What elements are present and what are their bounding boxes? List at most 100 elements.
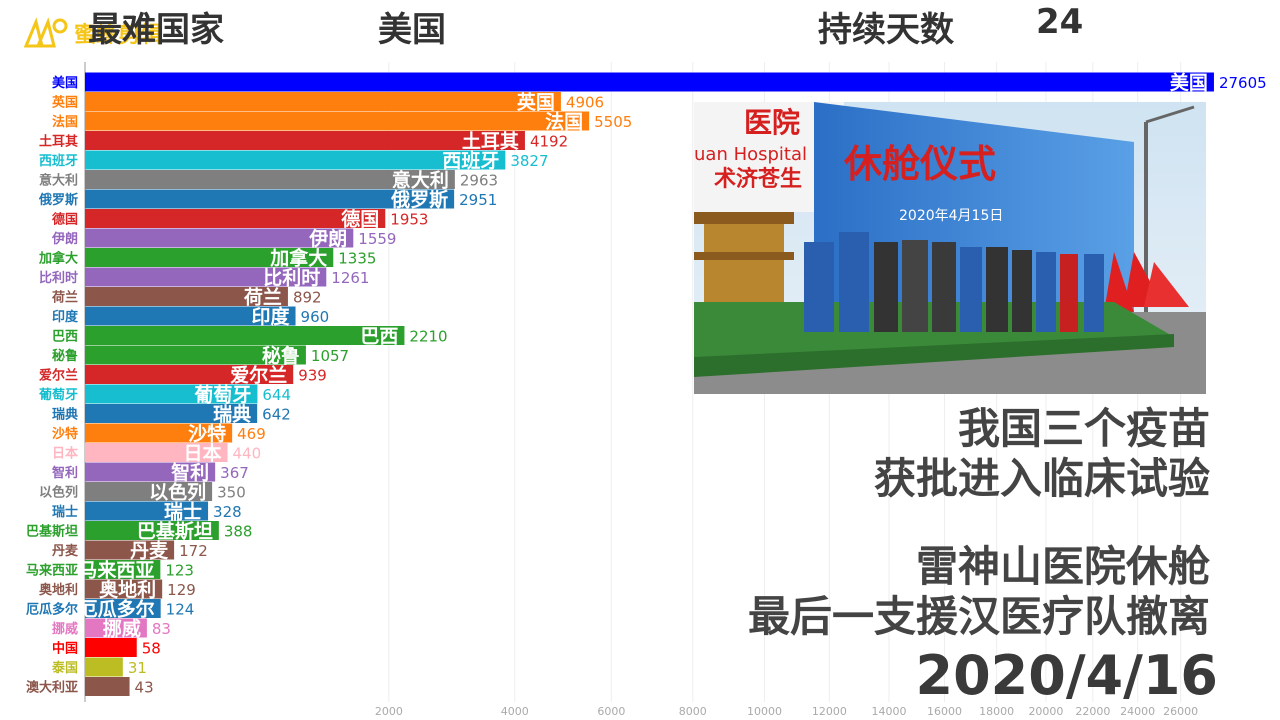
bar <box>85 326 405 345</box>
category-label: 瑞士 <box>52 504 78 520</box>
category-label: 丹麦 <box>52 543 79 559</box>
bar-inline-label: 日本 <box>184 442 222 465</box>
bar <box>85 209 386 228</box>
category-label: 印度 <box>52 309 79 325</box>
value-label: 1953 <box>390 211 428 229</box>
category-label: 马来西亚 <box>26 563 78 579</box>
bar-inline-label: 智利 <box>171 461 209 484</box>
bar <box>85 443 228 462</box>
banner-title-text: 休舱仪式 <box>843 142 996 186</box>
bar <box>85 501 209 521</box>
bar-inline-label: 伊朗 <box>308 227 347 250</box>
value-label: 1057 <box>311 347 349 365</box>
value-label: 642 <box>262 406 291 424</box>
bar-inline-label: 挪威 <box>103 617 141 640</box>
category-label: 比利时 <box>39 270 78 286</box>
bar <box>85 423 233 443</box>
bar <box>85 540 175 560</box>
category-label: 巴西 <box>52 330 78 345</box>
bar <box>85 462 216 482</box>
days-value: 24 <box>1036 2 1084 42</box>
bar-inline-label: 瑞典 <box>213 403 251 426</box>
bee-logo-icon <box>23 17 68 48</box>
bar <box>85 677 130 696</box>
bar-inline-label: 法国 <box>545 110 583 133</box>
bar <box>85 345 306 365</box>
bar <box>85 482 213 501</box>
category-label: 以色列 <box>39 485 78 501</box>
hospital-caption: 雷神山医院休舱 最后一支援汉医疗队撤离 <box>748 542 1210 642</box>
value-label: 3827 <box>510 152 548 170</box>
bar <box>85 131 525 150</box>
category-label: 加拿大 <box>38 251 78 267</box>
bar-inline-label: 荷兰 <box>244 286 282 309</box>
bar <box>85 267 327 287</box>
bar <box>85 638 137 657</box>
bar <box>85 170 455 189</box>
category-label: 瑞典 <box>52 407 78 423</box>
value-label: 43 <box>135 679 154 697</box>
value-label: 440 <box>233 445 262 463</box>
x-tick-label: 8000 <box>679 705 707 718</box>
category-label: 西班牙 <box>39 153 78 169</box>
category-label: 伊朗 <box>51 231 78 247</box>
bar <box>85 618 147 638</box>
caption-line-2: 获批进入临床试验 <box>873 454 1210 503</box>
hospital-motto-text: 术济苍生 <box>714 166 802 192</box>
bar <box>85 521 219 540</box>
bar-inline-label: 秘鲁 <box>262 344 300 367</box>
category-label: 爱尔兰 <box>39 368 78 384</box>
value-label: 388 <box>224 523 253 541</box>
category-label: 厄瓜多尔 <box>26 602 78 618</box>
bar <box>85 287 288 306</box>
bar-inline-label: 巴基斯坦 <box>137 520 213 543</box>
bar-inline-label: 意大利 <box>392 169 449 192</box>
category-label: 智利 <box>52 465 78 481</box>
value-label: 644 <box>262 386 291 404</box>
caption-line-3: 雷神山医院休舱 <box>915 542 1210 591</box>
value-label: 4192 <box>530 133 568 151</box>
value-label: 2963 <box>460 172 498 190</box>
value-label: 123 <box>165 562 194 580</box>
value-label: 31 <box>128 659 147 677</box>
value-label: 939 <box>298 367 327 385</box>
bar <box>85 560 161 579</box>
x-tick-label: 16000 <box>927 705 962 718</box>
value-label: 124 <box>166 601 195 619</box>
category-label: 巴基斯坦 <box>26 524 78 540</box>
bar-inline-label: 丹麦 <box>130 539 169 562</box>
bar-inline-label: 加拿大 <box>269 247 327 270</box>
bar-inline-label: 瑞士 <box>164 500 202 523</box>
value-label: 1335 <box>338 250 376 268</box>
bar-inline-label: 美国 <box>1170 71 1208 94</box>
bar-inline-label: 俄罗斯 <box>390 188 448 211</box>
bar-inline-label: 土耳其 <box>462 131 519 153</box>
value-label: 328 <box>213 503 242 521</box>
bar-inline-label: 巴西 <box>360 326 398 348</box>
category-label: 澳大利亚 <box>26 680 78 696</box>
hospital-name-text: 医院 <box>744 106 800 139</box>
value-label: 892 <box>293 289 322 307</box>
value-label: 129 <box>167 581 196 599</box>
x-tick-label: 12000 <box>812 705 847 718</box>
x-tick-label: 10000 <box>747 705 782 718</box>
bar <box>85 657 123 677</box>
category-label: 意大利 <box>39 173 78 189</box>
value-label: 350 <box>217 484 246 502</box>
bar <box>85 365 294 384</box>
banner-date-text: 2020年4月15日 <box>899 208 1003 224</box>
x-tick-label: 24000 <box>1120 705 1155 718</box>
category-label: 葡萄牙 <box>38 387 78 403</box>
category-label: 法国 <box>52 114 78 130</box>
hospital-english-text: uan Hospital <box>694 144 807 165</box>
category-label: 秘鲁 <box>52 348 78 364</box>
category-label: 奥地利 <box>39 582 78 598</box>
x-tick-label: 6000 <box>597 705 625 718</box>
value-label: 172 <box>179 542 208 560</box>
category-label: 俄罗斯 <box>38 192 78 208</box>
bar-inline-label: 英国 <box>517 91 555 114</box>
caption-line-4: 最后一支援汉医疗队撤离 <box>747 592 1210 641</box>
caption-line-1: 我国三个疫苗 <box>957 404 1210 453</box>
value-label: 2951 <box>459 191 497 209</box>
x-tick-label: 4000 <box>501 705 529 718</box>
